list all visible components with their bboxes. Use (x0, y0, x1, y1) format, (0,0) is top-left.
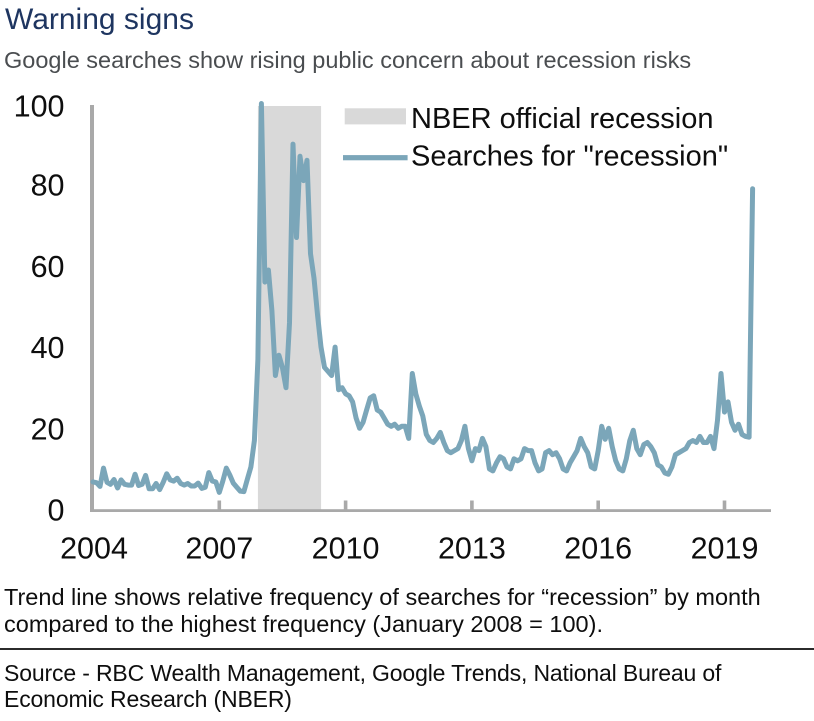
svg-text:2004: 2004 (60, 532, 128, 566)
svg-text:2007: 2007 (185, 532, 253, 566)
svg-text:2010: 2010 (312, 532, 380, 566)
svg-text:40: 40 (31, 331, 65, 365)
svg-text:0: 0 (48, 494, 65, 528)
svg-text:60: 60 (31, 250, 65, 284)
svg-text:2016: 2016 (564, 532, 632, 566)
svg-text:100: 100 (14, 90, 65, 124)
svg-text:Searches for "recession": Searches for "recession" (411, 141, 728, 173)
svg-text:20: 20 (31, 412, 65, 446)
svg-text:2019: 2019 (691, 532, 759, 566)
svg-text:80: 80 (31, 169, 65, 203)
svg-text:NBER official recession: NBER official recession (411, 103, 713, 135)
svg-text:2013: 2013 (438, 532, 506, 566)
